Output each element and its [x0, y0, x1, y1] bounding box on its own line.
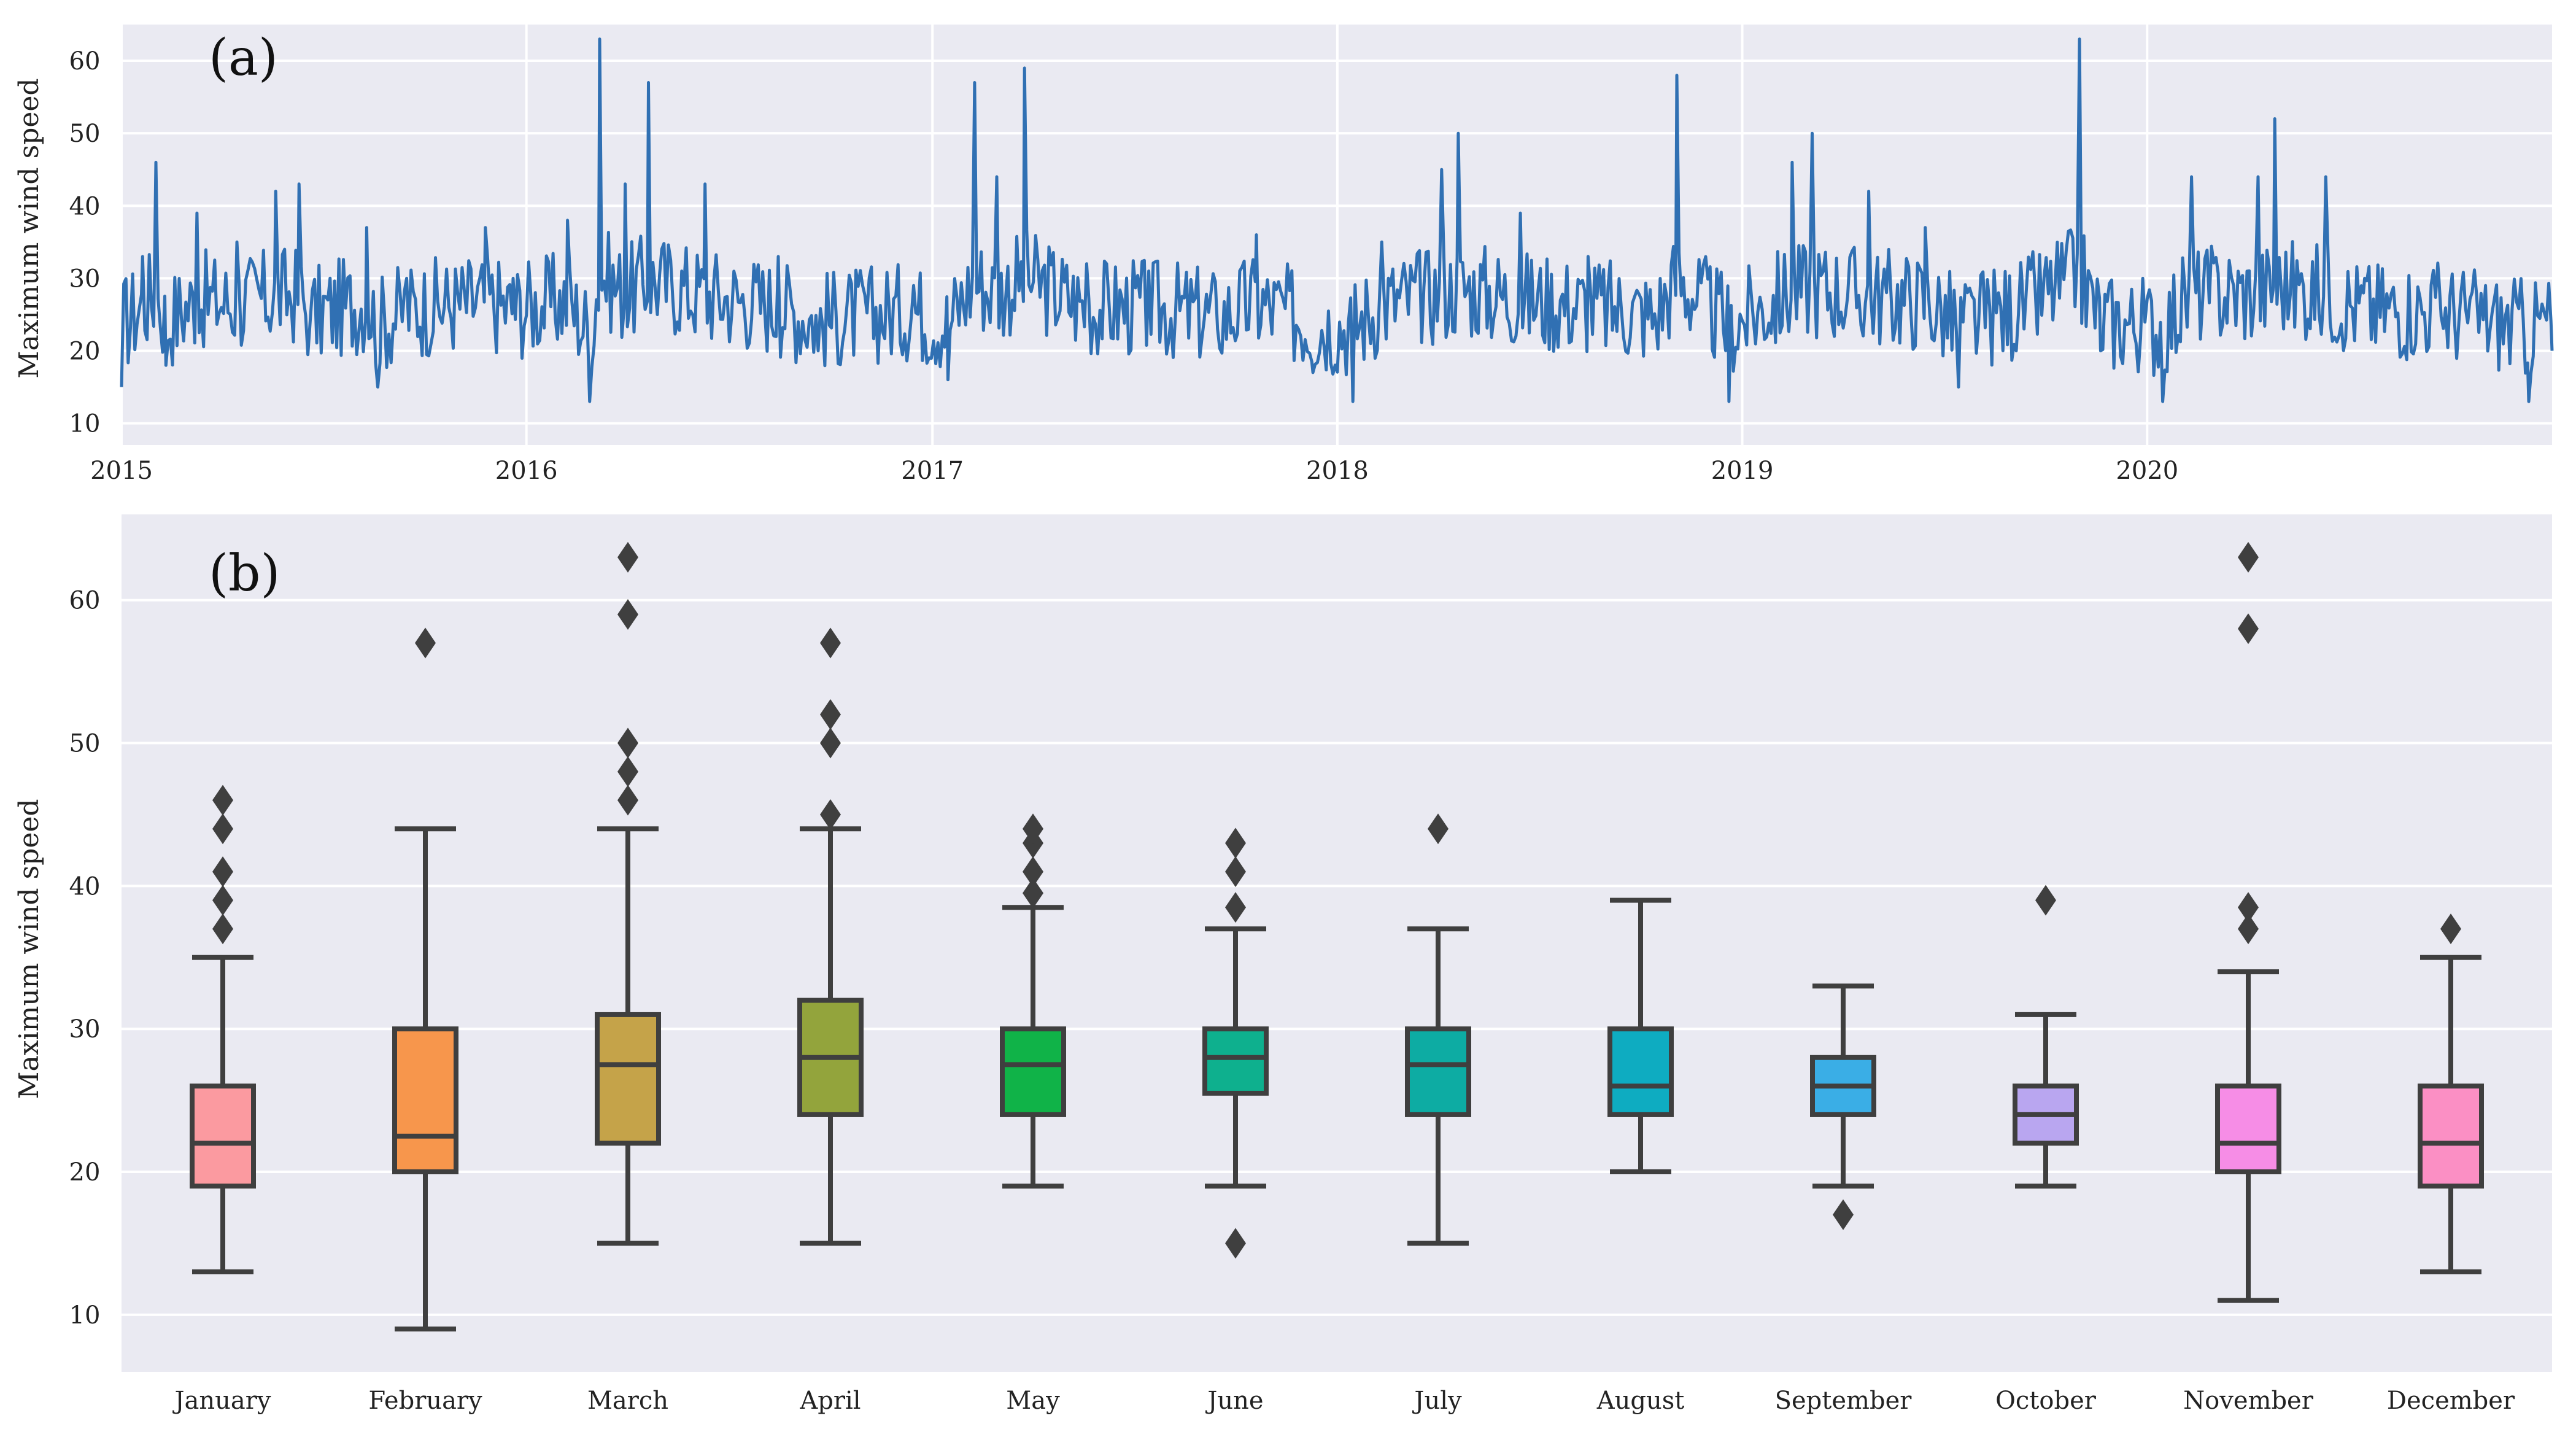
panel-b-x-tick-label: October [1995, 1387, 2097, 1415]
panel-a-series-line [120, 37, 2554, 403]
panel-b-y-tick-label: 10 [69, 1301, 101, 1330]
box-october [2013, 885, 2079, 1189]
box-august [1607, 897, 1674, 1175]
panel-a-y-axis-label: Maximum wind speed [14, 78, 45, 378]
box-november [2215, 541, 2281, 1303]
outlier-point [617, 784, 638, 816]
box-march [595, 541, 661, 1246]
panel-a-x-tick-label: 2017 [901, 457, 964, 485]
iqr-box [1000, 1026, 1066, 1117]
panel-b-x-tick-label: March [587, 1387, 668, 1415]
panel-b: 10 20 30 40 50 60 January February March April Ma… [14, 514, 2552, 1415]
panel-a-y-tick-label: 10 [69, 410, 101, 438]
iqr-box [392, 1026, 458, 1175]
outlier-point [617, 541, 638, 573]
outlier-point [2238, 913, 2259, 945]
panel-b-x-tick-label: February [368, 1387, 482, 1415]
panel-b-x-tick-label: June [1205, 1387, 1263, 1415]
outlier-point [2238, 892, 2259, 923]
panel-a-x-tick-label: 2015 [90, 457, 153, 485]
panel-b-x-tick-label: September [1775, 1387, 1913, 1415]
outlier-point [820, 627, 841, 659]
panel-b-x-tick-label: May [1006, 1387, 1060, 1415]
panel-b-boxes [190, 541, 2484, 1332]
box-april [797, 627, 864, 1246]
panel-a-x-tick-label: 2019 [1711, 457, 1774, 485]
outlier-point [1023, 813, 1043, 845]
panel-b-background [122, 514, 2552, 1372]
outlier-point [1225, 892, 1246, 923]
iqr-box [595, 1012, 661, 1146]
panel-b-x-tick-label: July [1412, 1387, 1462, 1415]
panel-b-y-axis-label: Maximum wind speed [14, 799, 45, 1099]
panel-b-y-ticks: 10 20 30 40 50 60 [69, 587, 101, 1330]
iqr-box [190, 1083, 256, 1189]
outlier-point [212, 885, 233, 916]
iqr-box [1607, 1026, 1674, 1117]
panel-a-label: (a) [209, 29, 278, 87]
panel-b-x-tick-label: August [1596, 1387, 1685, 1415]
iqr-box [2418, 1083, 2484, 1189]
box-may [1000, 813, 1066, 1189]
outlier-point [212, 813, 233, 845]
panel-a-x-tick-label: 2018 [1306, 457, 1369, 485]
panel-a-y-tick-label: 60 [69, 47, 101, 76]
outlier-point [2440, 913, 2461, 945]
outlier-point [2238, 613, 2259, 645]
panel-a-x-tick-label: 2020 [2116, 457, 2178, 485]
outlier-point [212, 856, 233, 888]
outlier-point [617, 756, 638, 788]
box-september [1810, 983, 1876, 1230]
panel-b-y-tick-label: 50 [69, 730, 101, 758]
outlier-point [1225, 1228, 1246, 1259]
box-june [1202, 827, 1269, 1259]
panel-a-x-ticks: 2015 2016 2017 2018 2019 2020 [90, 457, 2178, 485]
panel-b-label: (b) [209, 544, 280, 603]
box-february [392, 627, 458, 1332]
outlier-point [820, 799, 841, 830]
panel-a-y-tick-label: 20 [69, 337, 101, 365]
outlier-point [1428, 813, 1449, 845]
outlier-point [1833, 1199, 1854, 1230]
panel-a-x-tick-label: 2016 [495, 457, 558, 485]
panel-b-x-tick-label: April [799, 1387, 861, 1415]
outlier-point [617, 598, 638, 630]
outlier-point [820, 727, 841, 759]
panel-b-gridlines [122, 598, 2552, 1316]
panel-b-x-ticks: January February March April May June July Augu… [172, 1387, 2515, 1415]
panel-b-x-tick-label: January [172, 1387, 271, 1415]
box-december [2418, 913, 2484, 1275]
box-july [1405, 813, 1471, 1246]
panel-b-y-tick-label: 20 [69, 1158, 101, 1187]
panel-a-y-tick-label: 40 [69, 192, 101, 220]
panel-b-y-tick-label: 40 [69, 872, 101, 900]
outlier-point [1225, 856, 1246, 888]
outlier-point [212, 913, 233, 945]
panel-a-y-tick-label: 30 [69, 265, 101, 293]
outlier-point [617, 727, 638, 759]
outlier-point [212, 784, 233, 816]
iqr-box [1202, 1026, 1269, 1096]
outlier-point [2238, 541, 2259, 573]
panel-a: 10 20 30 40 50 60 2015 2016 2017 2018 2019 2020 (a… [14, 25, 2554, 485]
panel-b-x-tick-label: November [2183, 1387, 2314, 1415]
panel-b-y-tick-label: 30 [69, 1015, 101, 1044]
panel-b-y-tick-label: 60 [69, 587, 101, 615]
outlier-point [2035, 885, 2056, 916]
box-january [190, 784, 256, 1275]
outlier-point [1225, 827, 1246, 859]
outlier-point [1023, 856, 1043, 888]
outlier-point [415, 627, 436, 659]
iqr-box [2215, 1083, 2281, 1175]
iqr-box [1405, 1026, 1471, 1117]
panel-a-y-tick-label: 50 [69, 120, 101, 148]
outlier-point [1023, 878, 1043, 909]
outlier-point [820, 699, 841, 730]
panel-a-series [120, 37, 2554, 403]
panel-b-x-tick-label: December [2387, 1387, 2515, 1415]
panel-a-y-ticks: 10 20 30 40 50 60 [69, 47, 101, 438]
